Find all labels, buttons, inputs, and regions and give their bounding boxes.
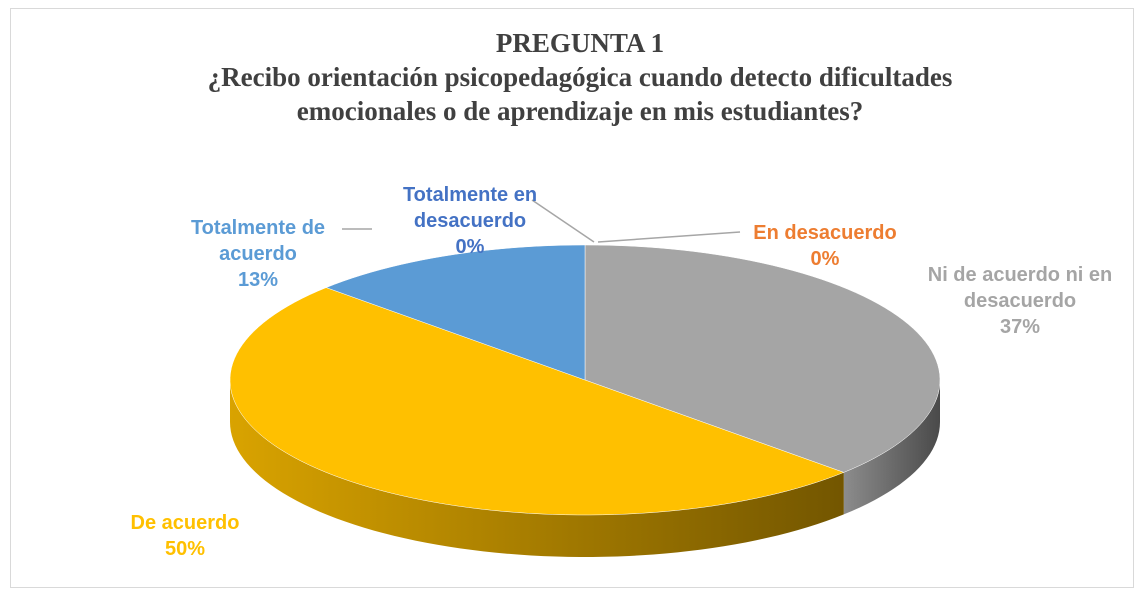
pie-slice-side: [230, 380, 844, 557]
data-label: De acuerdo 50%: [85, 510, 285, 562]
category-label: De acuerdo: [130, 512, 240, 534]
leader-line: [531, 199, 595, 243]
chart-subtitle: ¿Recibo orientación psicopedagógica cuan…: [207, 62, 953, 126]
value-label: 0%: [455, 236, 485, 258]
category-label: Ni de acuerdo ni en desacuerdo: [927, 264, 1113, 312]
category-label: Totalmente de acuerdo: [190, 217, 326, 265]
data-label: En desacuerdo 0%: [730, 220, 920, 272]
pie-slice: [325, 244, 586, 381]
data-label: Ni de acuerdo ni en desacuerdo 37%: [915, 262, 1125, 340]
chart-title: PREGUNTA 1: [495, 28, 665, 58]
pie-slice: [584, 244, 941, 473]
data-label: Totalmente en desacuerdo 0%: [385, 182, 555, 260]
pie-slice-side: [843, 380, 940, 515]
value-label: 50%: [164, 538, 206, 560]
chart-frame: [10, 8, 1134, 588]
category-label: En desacuerdo: [753, 222, 897, 244]
category-label: Totalmente en desacuerdo: [402, 184, 538, 232]
data-label: Totalmente de acuerdo 13%: [171, 215, 346, 293]
value-label: 0%: [810, 248, 840, 270]
value-label: 37%: [999, 316, 1041, 338]
pie-slice: [229, 287, 845, 516]
leader-line: [597, 231, 741, 243]
value-label: 13%: [237, 269, 279, 291]
